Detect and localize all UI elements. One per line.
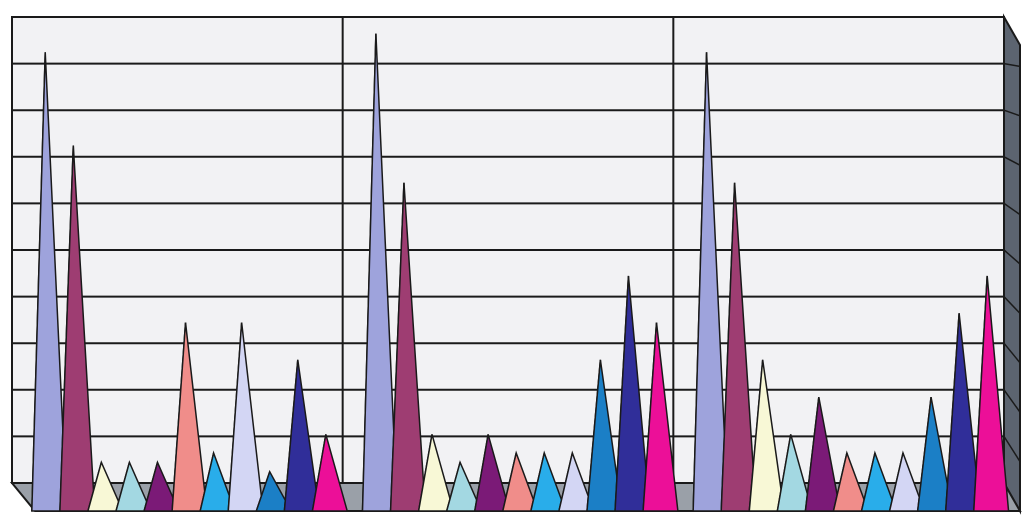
pyramid-mark [832, 450, 870, 512]
side-gridline [1003, 62, 1021, 68]
pyramid-mark [255, 469, 293, 512]
pyramid-mark [283, 359, 321, 512]
pyramid-mark [972, 275, 1010, 512]
pyramid-mark [692, 52, 729, 512]
pyramid-mark [557, 450, 595, 512]
pyramid-mark [529, 450, 567, 512]
side-gridline [1003, 342, 1021, 364]
pyramid-mark [171, 322, 208, 512]
pyramid-mark [776, 434, 814, 512]
side-gridline [1003, 389, 1021, 413]
pyramid-mark [916, 396, 954, 512]
pyramid-mark [473, 434, 511, 512]
chart-side-wall [1003, 13, 1021, 515]
side-gridline [1003, 109, 1021, 117]
side-gridline [1003, 435, 1021, 463]
pyramid-mark [361, 33, 399, 512]
pyramid-mark [860, 450, 898, 512]
pyramid-mark [501, 450, 539, 512]
pyramid-mark [115, 460, 152, 512]
pyramid-mark [389, 182, 427, 512]
pyramid-mark [804, 396, 842, 512]
side-gridline [1003, 202, 1021, 216]
pyramid-mark [944, 313, 982, 512]
pyramid-mark [748, 359, 785, 512]
side-gridline [1003, 249, 1021, 265]
pyramid-mark [59, 145, 96, 512]
pyramid-mark [586, 359, 623, 512]
pyramid-mark [417, 434, 455, 512]
pyramid-mark [720, 182, 757, 512]
pyramid-mark [227, 322, 264, 512]
pyramid-mark [642, 322, 679, 512]
pyramid-mark [888, 450, 926, 512]
pyramid-mark [614, 275, 651, 512]
side-gridline [1003, 296, 1021, 314]
pyramid-mark [86, 460, 124, 512]
pyramid-mark [31, 52, 68, 512]
pyramid-mark [311, 434, 349, 512]
pyramid-mark [199, 450, 237, 512]
pyramid-mark [445, 460, 483, 512]
pyramid-mark [143, 460, 181, 512]
side-gridline [1003, 156, 1021, 166]
